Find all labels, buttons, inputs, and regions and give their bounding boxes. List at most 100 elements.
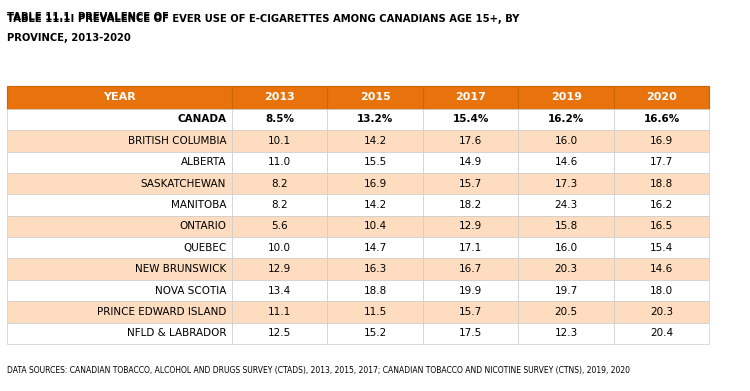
- Bar: [232, 130, 327, 152]
- Text: 14.6: 14.6: [650, 264, 674, 274]
- Text: 17.7: 17.7: [650, 157, 674, 167]
- Bar: [7, 237, 232, 258]
- Bar: [423, 258, 518, 280]
- Bar: [614, 194, 710, 216]
- Bar: [423, 109, 518, 130]
- Text: QUEBEC: QUEBEC: [183, 243, 226, 253]
- Text: 5.6: 5.6: [272, 221, 288, 231]
- Bar: [232, 301, 327, 323]
- Bar: [614, 323, 710, 344]
- Text: 14.9: 14.9: [459, 157, 482, 167]
- Text: 14.6: 14.6: [554, 157, 578, 167]
- Text: 16.6%: 16.6%: [644, 115, 680, 124]
- Text: 13.4: 13.4: [268, 285, 291, 296]
- Bar: [232, 237, 327, 258]
- Bar: [232, 323, 327, 344]
- Text: 2015: 2015: [360, 92, 391, 102]
- Text: 24.3: 24.3: [554, 200, 578, 210]
- Bar: [423, 173, 518, 194]
- Text: 16.2: 16.2: [650, 200, 674, 210]
- Text: MANITOBA: MANITOBA: [171, 200, 226, 210]
- Bar: [423, 152, 518, 173]
- Bar: [423, 301, 518, 323]
- Bar: [7, 323, 232, 344]
- Bar: [518, 109, 614, 130]
- Text: 8.5%: 8.5%: [265, 115, 294, 124]
- Bar: [7, 152, 232, 173]
- Text: 11.1: 11.1: [268, 307, 291, 317]
- Bar: [423, 130, 518, 152]
- Bar: [327, 109, 423, 130]
- Bar: [614, 216, 710, 237]
- Text: SASKATCHEWAN: SASKATCHEWAN: [141, 179, 226, 188]
- Bar: [7, 109, 232, 130]
- Bar: [614, 173, 710, 194]
- Text: 15.7: 15.7: [459, 307, 482, 317]
- Bar: [327, 258, 423, 280]
- Bar: [518, 152, 614, 173]
- Text: 8.2: 8.2: [272, 200, 288, 210]
- Bar: [423, 237, 518, 258]
- Bar: [518, 237, 614, 258]
- Bar: [614, 280, 710, 301]
- Text: 2013: 2013: [264, 92, 295, 102]
- Bar: [518, 323, 614, 344]
- Text: 14.2: 14.2: [364, 200, 387, 210]
- Bar: [232, 173, 327, 194]
- Bar: [7, 86, 232, 109]
- Text: 2020: 2020: [646, 92, 677, 102]
- Bar: [614, 237, 710, 258]
- Bar: [518, 173, 614, 194]
- Text: TABLE 11.1: PREVALENCE OF: TABLE 11.1: PREVALENCE OF: [7, 12, 172, 22]
- Text: 18.8: 18.8: [364, 285, 387, 296]
- Bar: [327, 280, 423, 301]
- Text: 16.0: 16.0: [554, 136, 578, 146]
- Text: 2017: 2017: [455, 92, 486, 102]
- Text: 16.7: 16.7: [459, 264, 482, 274]
- Text: 10.0: 10.0: [268, 243, 291, 253]
- Text: 20.4: 20.4: [650, 328, 674, 338]
- Text: 18.8: 18.8: [650, 179, 674, 188]
- Bar: [327, 86, 423, 109]
- Bar: [232, 109, 327, 130]
- Bar: [7, 130, 232, 152]
- Text: DATA SOURCES: CANADIAN TOBACCO, ALCOHOL AND DRUGS SURVEY (CTADS), 2013, 2015, 20: DATA SOURCES: CANADIAN TOBACCO, ALCOHOL …: [7, 366, 630, 375]
- Text: 10.4: 10.4: [364, 221, 387, 231]
- Text: TABLE 11.1: PREVALENCE OF EVER USE OF E-CIGARETTES AMONG CANADIANS AGE 15+, BY: TABLE 11.1: PREVALENCE OF EVER USE OF E-…: [7, 14, 520, 24]
- Text: 17.3: 17.3: [554, 179, 578, 188]
- Text: 19.7: 19.7: [554, 285, 578, 296]
- Bar: [232, 152, 327, 173]
- Bar: [518, 86, 614, 109]
- Bar: [232, 280, 327, 301]
- Text: 16.5: 16.5: [650, 221, 674, 231]
- Bar: [518, 280, 614, 301]
- Bar: [327, 130, 423, 152]
- Text: 14.7: 14.7: [364, 243, 387, 253]
- Bar: [423, 216, 518, 237]
- Text: 18.0: 18.0: [650, 285, 674, 296]
- Bar: [327, 237, 423, 258]
- Text: 11.5: 11.5: [364, 307, 387, 317]
- Bar: [614, 86, 710, 109]
- Bar: [7, 301, 232, 323]
- Text: 19.9: 19.9: [459, 285, 482, 296]
- Text: ALBERTA: ALBERTA: [181, 157, 226, 167]
- Text: 15.5: 15.5: [364, 157, 387, 167]
- Text: 16.3: 16.3: [364, 264, 387, 274]
- Text: 16.0: 16.0: [554, 243, 578, 253]
- Text: 12.9: 12.9: [459, 221, 482, 231]
- Text: 17.5: 17.5: [459, 328, 482, 338]
- Text: 16.9: 16.9: [650, 136, 674, 146]
- Bar: [327, 194, 423, 216]
- Bar: [518, 130, 614, 152]
- Bar: [7, 258, 232, 280]
- Bar: [327, 323, 423, 344]
- Text: 10.1: 10.1: [268, 136, 291, 146]
- Text: NFLD & LABRADOR: NFLD & LABRADOR: [127, 328, 226, 338]
- Bar: [7, 216, 232, 237]
- Bar: [327, 216, 423, 237]
- Bar: [232, 194, 327, 216]
- Bar: [614, 301, 710, 323]
- Text: ONTARIO: ONTARIO: [179, 221, 226, 231]
- Bar: [7, 173, 232, 194]
